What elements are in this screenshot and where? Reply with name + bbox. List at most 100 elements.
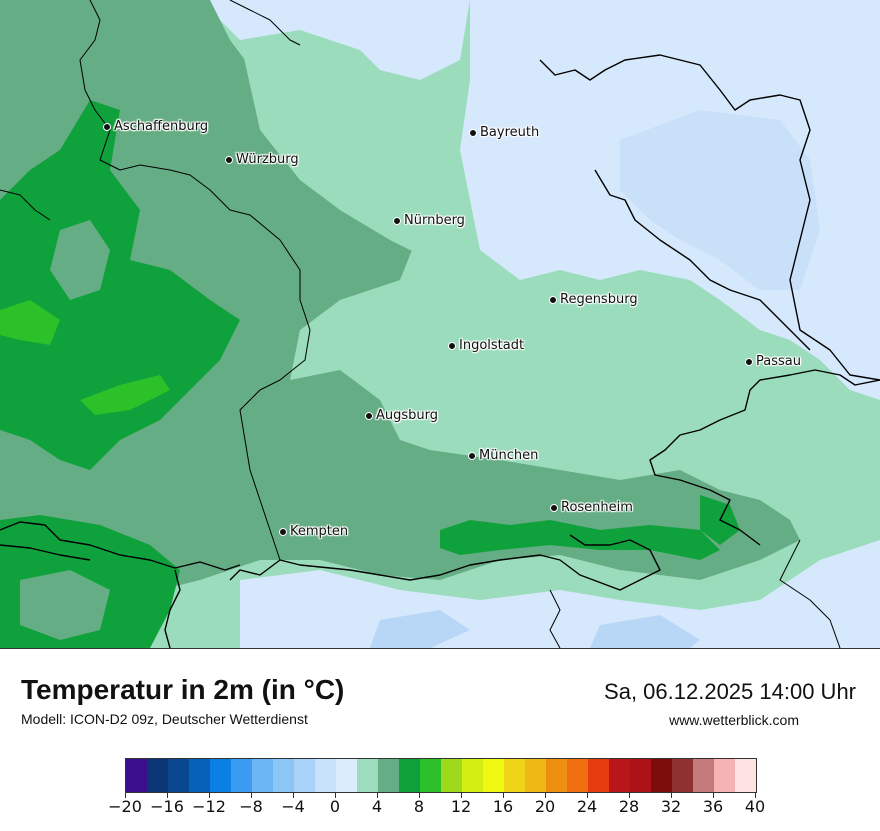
colorbar-tick xyxy=(461,793,462,798)
colorbar-tick-label: 12 xyxy=(450,797,472,816)
city-label: Regensburg xyxy=(560,292,638,307)
colorbar-segment xyxy=(504,759,525,792)
mint-center-south xyxy=(300,300,720,460)
colorbar-segment xyxy=(231,759,252,792)
city-marker-icon xyxy=(279,527,287,536)
colorbar-tick-label: 4 xyxy=(371,797,383,816)
colorbar-segment xyxy=(714,759,735,792)
colorbar-segment xyxy=(483,759,504,792)
city-label: Nürnberg xyxy=(404,213,465,228)
colorbar-segment xyxy=(420,759,441,792)
city-nuernberg: Nürnberg xyxy=(393,213,465,228)
cold-area-east-patch xyxy=(620,110,820,290)
city-muenchen: München xyxy=(468,448,538,463)
mint-center-north xyxy=(240,30,470,260)
city-wuerzburg: Würzburg xyxy=(225,152,299,167)
city-marker-icon xyxy=(365,411,373,420)
brightgreen-west xyxy=(0,300,60,345)
colorbar-tick xyxy=(755,793,756,798)
colorbar-segment xyxy=(567,759,588,792)
colorbar-tick-label: 36 xyxy=(702,797,724,816)
city-label: Bayreuth xyxy=(480,125,540,140)
colorbar-segment xyxy=(399,759,420,792)
midgreen-southwest xyxy=(20,570,110,640)
colorbar-segment xyxy=(651,759,672,792)
city-augsburg: Augsburg xyxy=(365,408,438,423)
colorbar-segment xyxy=(735,759,756,792)
colorbar-segment xyxy=(315,759,336,792)
city-label: Würzburg xyxy=(236,152,299,167)
city-rosenheim: Rosenheim xyxy=(550,500,633,515)
colorbar-tick-label: 0 xyxy=(329,797,341,816)
colorbar-tick xyxy=(125,793,126,798)
city-marker-icon xyxy=(550,503,558,512)
colorbar-segment xyxy=(252,759,273,792)
colorbar-tick-label: 8 xyxy=(413,797,425,816)
colorbar-segment xyxy=(693,759,714,792)
colorbar-tick xyxy=(503,793,504,798)
colorbar-tick xyxy=(419,793,420,798)
colorbar-segment xyxy=(672,759,693,792)
state-borders xyxy=(0,0,841,648)
city-label: München xyxy=(479,448,539,463)
colorbar-tick-label: −8 xyxy=(239,797,263,816)
city-marker-icon xyxy=(469,128,477,137)
colorbar-tick-label: 20 xyxy=(534,797,556,816)
colorbar-ticks: −20 −16 −12 −8 −4 0 4 8 12 16 20 24 28 32 36 40 xyxy=(108,793,765,823)
city-label: Augsburg xyxy=(376,408,439,423)
temperature-colorbar xyxy=(125,758,757,793)
colorbar-segment xyxy=(189,759,210,792)
colorbar-tick xyxy=(377,793,378,798)
map-footer: Temperatur in 2m (in °C) Modell: ICON-D2… xyxy=(0,648,880,831)
colorbar-segment xyxy=(630,759,651,792)
colorbar-segment xyxy=(546,759,567,792)
city-marker-icon xyxy=(225,155,233,164)
city-regensburg: Regensburg xyxy=(549,292,638,307)
colorbar-tick xyxy=(251,793,252,798)
midgreen-west xyxy=(0,0,800,610)
colorbar-tick-label: −20 xyxy=(108,797,142,816)
colorbar-tick xyxy=(293,793,294,798)
colorbar-tick xyxy=(629,793,630,798)
colorbar-segment xyxy=(609,759,630,792)
colorbar-tick-label: −16 xyxy=(150,797,184,816)
colorbar-tick-label: 40 xyxy=(744,797,766,816)
colorbar-segment xyxy=(336,759,357,792)
city-kempten: Kempten xyxy=(279,524,348,539)
colorbar-tick xyxy=(335,793,336,798)
website-credit: www.wetterblick.com xyxy=(669,712,799,728)
colorbar-segment xyxy=(588,759,609,792)
colorbar-segment xyxy=(147,759,168,792)
city-label: Aschaffenburg xyxy=(114,119,209,134)
map-title: Temperatur in 2m (in °C) xyxy=(21,674,345,705)
city-ingolstadt: Ingolstadt xyxy=(448,338,524,353)
colorbar-tick xyxy=(167,793,168,798)
city-passau: Passau xyxy=(745,354,801,369)
colorbar-segment xyxy=(525,759,546,792)
city-aschaffenburg: Aschaffenburg xyxy=(103,119,208,134)
city-label: Passau xyxy=(756,354,801,369)
city-marker-icon xyxy=(448,341,456,350)
city-bayreuth: Bayreuth xyxy=(469,125,539,140)
colorbar-segment xyxy=(378,759,399,792)
colorbar-segment xyxy=(462,759,483,792)
green-west xyxy=(0,100,240,470)
colorbar-tick-label: −4 xyxy=(281,797,305,816)
colorbar-tick xyxy=(587,793,588,798)
colorbar-segment xyxy=(210,759,231,792)
city-label: Ingolstadt xyxy=(459,338,525,353)
map-canvas xyxy=(0,0,880,648)
colorbar-segment xyxy=(126,759,147,792)
colorbar-tick xyxy=(545,793,546,798)
colorbar-tick-label: 16 xyxy=(492,797,514,816)
colorbar-tick-label: 32 xyxy=(660,797,682,816)
cold-area-alps-blue-2 xyxy=(590,615,700,648)
colorbar-segment xyxy=(357,759,378,792)
city-marker-icon xyxy=(549,295,557,304)
city-marker-icon xyxy=(468,451,476,460)
colorbar-tick-label: 28 xyxy=(618,797,640,816)
colorbar-tick-label: −12 xyxy=(192,797,226,816)
colorbar-tick xyxy=(713,793,714,798)
colorbar-tick xyxy=(209,793,210,798)
colorbar-segment xyxy=(294,759,315,792)
